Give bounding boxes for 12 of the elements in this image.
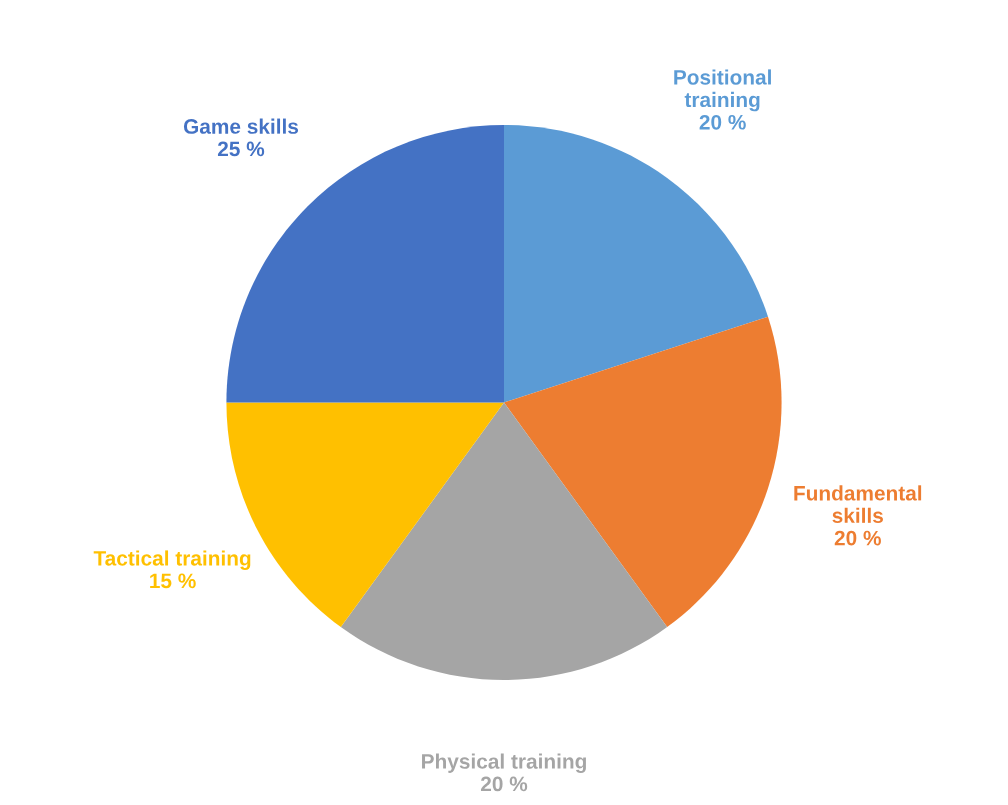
pie-slice: [340, 402, 668, 681]
data-label: 20 %: [480, 776, 528, 792]
slice-label: Tactical training: [93, 550, 251, 570]
slice-label: Game skills: [183, 118, 299, 134]
data-label: 20 %: [699, 114, 746, 130]
slice-label: Fundamental skills: [794, 485, 922, 524]
data-label: 25 %: [217, 141, 265, 157]
slice-label: Physical training: [422, 753, 586, 773]
data-label: 15 %: [150, 573, 196, 589]
pie-slice: [504, 316, 782, 628]
data-label: 20 %: [834, 530, 881, 546]
slice-label: Positional training: [674, 69, 771, 112]
